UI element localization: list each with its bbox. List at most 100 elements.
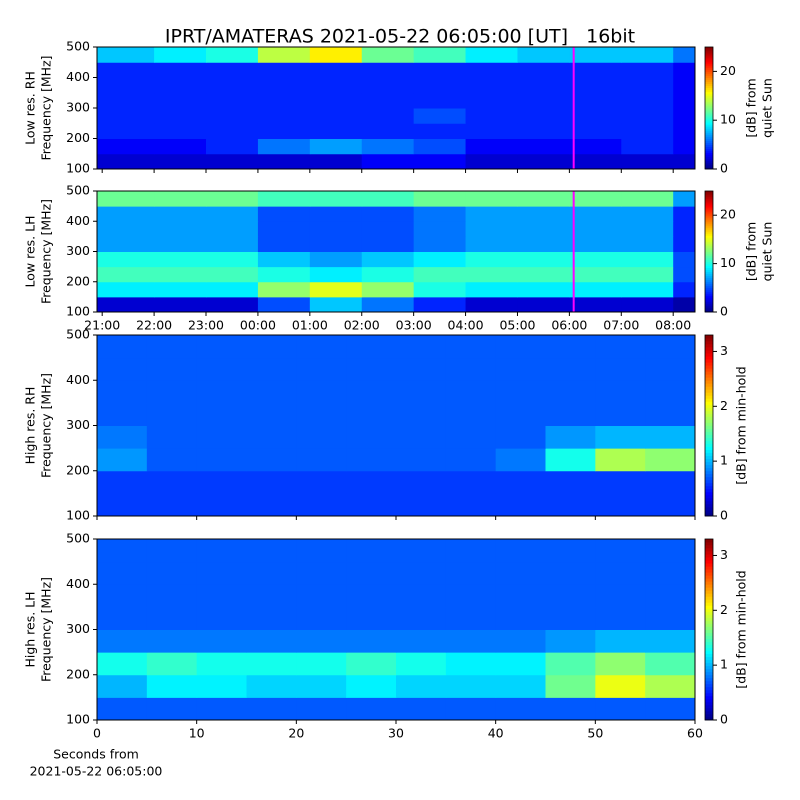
heatmap-cell xyxy=(621,191,674,207)
colorbar-step xyxy=(705,416,713,420)
heatmap-cell xyxy=(257,108,311,124)
heatmap-cell xyxy=(246,539,297,563)
colorbar-step xyxy=(705,239,713,242)
colorbar-step xyxy=(705,154,713,158)
heatmap-cell xyxy=(495,697,546,720)
heatmap-cell xyxy=(309,123,363,139)
colorbar-step xyxy=(705,368,713,372)
colorbar-step xyxy=(705,467,713,472)
colorbar-step xyxy=(705,126,713,129)
heatmap-cell xyxy=(595,357,646,381)
heatmap-cell xyxy=(97,62,155,78)
colorbar-step xyxy=(705,464,713,469)
colorbar-step xyxy=(705,148,713,152)
heatmap-cell xyxy=(361,206,415,222)
heatmap-cell xyxy=(445,606,497,630)
colorbar-step xyxy=(705,569,713,573)
colorbar-step xyxy=(705,575,713,579)
heatmap-cell xyxy=(206,138,259,155)
colorbar-step xyxy=(705,132,713,135)
colorbar-step xyxy=(705,371,713,375)
heatmap-cell xyxy=(465,221,518,237)
y-tick-label: 500 xyxy=(66,531,90,546)
heatmap-cell xyxy=(517,206,570,222)
heatmap-cell xyxy=(196,652,247,676)
heatmap-cell xyxy=(309,153,363,169)
colorbar-step xyxy=(705,404,713,408)
heatmap-cell xyxy=(517,236,570,252)
x-tick-label: 0 xyxy=(93,726,101,741)
heatmap-cell xyxy=(154,108,207,124)
colorbar-step xyxy=(705,677,713,682)
heatmap-cell xyxy=(154,206,207,222)
heatmap-cell xyxy=(595,652,646,676)
heatmap-cell xyxy=(97,236,155,252)
colorbar-step xyxy=(705,602,713,606)
heatmap-cell xyxy=(296,674,347,698)
heatmap-cell xyxy=(361,123,415,139)
colorbar-step xyxy=(705,219,713,222)
heatmap-cell xyxy=(346,561,397,585)
colorbar-step xyxy=(705,217,713,220)
heatmap-cell xyxy=(396,629,447,653)
colorbar-step xyxy=(705,87,713,91)
x-tick-label: 30 xyxy=(388,726,404,741)
heatmap-cell xyxy=(569,266,622,283)
heatmap-cell xyxy=(246,357,297,381)
heatmap-cell xyxy=(445,584,497,608)
heatmap-cell xyxy=(97,561,148,585)
colorbar-step xyxy=(705,425,713,429)
heatmap-cell xyxy=(545,674,596,698)
x-tick-label: 50 xyxy=(587,726,603,741)
heatmap-cell xyxy=(146,584,198,608)
heatmap-cell xyxy=(621,108,674,124)
colorbar-step xyxy=(705,89,713,93)
heatmap-cell xyxy=(673,281,695,298)
heatmap-cell xyxy=(595,448,646,472)
heatmap-cell xyxy=(595,539,646,563)
colorbar-step xyxy=(705,251,713,254)
x-tick-label: 04:00 xyxy=(448,318,484,333)
heatmap-cell xyxy=(465,236,518,252)
colorbar-step xyxy=(705,509,713,514)
colorbar-step xyxy=(705,428,713,432)
heatmap-cell xyxy=(97,47,155,63)
heatmap-cell xyxy=(569,123,622,139)
heatmap-cell xyxy=(206,62,259,78)
heatmap-cell xyxy=(257,47,311,63)
heatmap-cell xyxy=(346,674,397,698)
heatmap-cell xyxy=(673,77,695,94)
colorbar-step xyxy=(705,128,713,131)
heatmap-cell xyxy=(154,92,207,109)
colorbar-step xyxy=(705,83,713,87)
heatmap-cell xyxy=(495,380,546,404)
heatmap-cell xyxy=(465,47,518,63)
heatmap-cell xyxy=(621,153,674,169)
heatmap-cell xyxy=(257,92,311,109)
heatmap-cell xyxy=(361,77,415,94)
x-axis-label: 2021-05-22 06:05:00 xyxy=(30,764,163,779)
colorbar-step xyxy=(705,494,713,499)
colorbar-step xyxy=(705,195,713,198)
colorbar-step xyxy=(705,335,713,339)
heatmap-cell xyxy=(246,380,297,404)
heatmap-cell xyxy=(673,138,695,155)
heatmap-cell xyxy=(246,584,297,608)
colorbar-step xyxy=(705,285,713,289)
colorbar-step xyxy=(705,365,713,369)
heatmap-cell xyxy=(154,77,207,94)
colorbar-step xyxy=(705,482,713,487)
heatmap-cell xyxy=(154,62,207,78)
colorbar-step xyxy=(705,307,713,311)
heatmap-cell xyxy=(445,561,497,585)
heatmap-cell xyxy=(465,191,518,207)
heatmap-cell xyxy=(154,266,207,283)
heatmap-cell xyxy=(465,62,518,78)
heatmap-cell xyxy=(146,561,198,585)
colorbar-step xyxy=(705,611,713,615)
heatmap-cell xyxy=(645,470,695,494)
colorbar-step xyxy=(705,293,713,297)
heatmap-cell xyxy=(196,493,247,516)
colorbar-step xyxy=(705,716,713,721)
heatmap-cell xyxy=(246,425,297,449)
